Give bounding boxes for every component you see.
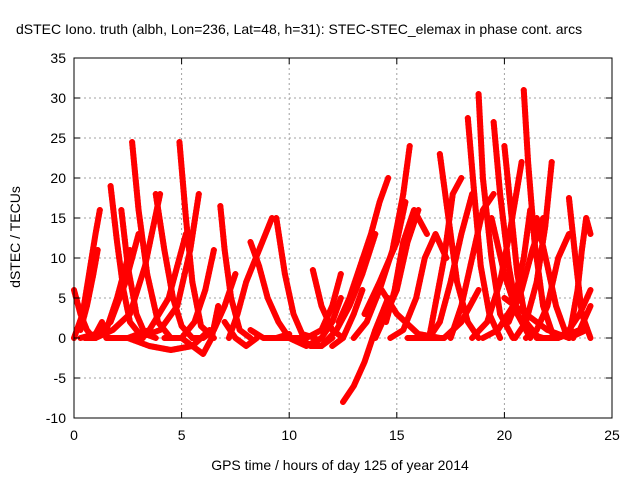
series-arc-6	[107, 183, 146, 341]
series-trace	[273, 215, 319, 341]
series-arc-45	[426, 191, 476, 341]
data-point-markers	[307, 295, 344, 349]
tick-labels: 0 5 10 15 20 25 -10 -5 0 5 10 15 20 25 30 35	[46, 50, 620, 443]
data-point-markers	[372, 207, 422, 341]
series-arc-49	[520, 87, 557, 341]
data-point-markers	[533, 303, 594, 341]
x-tick-label: 5	[178, 427, 186, 443]
y-tick-label: -5	[54, 370, 67, 386]
x-tick-label: 0	[70, 427, 78, 443]
x-tick-label: 15	[389, 427, 405, 443]
series-arc-27	[286, 271, 344, 341]
data-point-markers	[318, 231, 379, 349]
data-point-markers	[135, 191, 202, 341]
data-point-markers	[71, 207, 103, 341]
x-tick-label: 25	[604, 427, 620, 443]
data-point-markers	[161, 247, 217, 341]
series-arc-34	[361, 199, 409, 317]
data-point-markers	[361, 199, 409, 317]
plot-frame	[73, 57, 613, 419]
data-point-markers	[273, 215, 319, 341]
data-point-markers	[469, 159, 525, 341]
series-arc-10	[103, 231, 189, 341]
data-point-markers	[520, 87, 557, 341]
x-tick-label: 20	[497, 427, 513, 443]
series-arc-16	[161, 247, 217, 341]
data-point-markers	[426, 191, 476, 341]
y-tick-label: 10	[50, 250, 66, 266]
data-series	[71, 87, 594, 405]
series-arc-22	[247, 239, 293, 341]
data-point-markers	[247, 239, 293, 341]
axis-ticks	[73, 57, 613, 419]
y-tick-label: 35	[50, 50, 66, 66]
series-arc-50	[469, 159, 525, 341]
y-axis-title: dSTEC / TECUs	[7, 186, 23, 288]
series-arc-58	[565, 215, 594, 341]
series-arc-60	[533, 303, 594, 341]
data-point-markers	[329, 287, 366, 349]
data-point-markers	[533, 215, 577, 341]
series-arc-20	[225, 215, 275, 341]
series-arc-31	[318, 231, 379, 349]
series-arc-30	[335, 175, 392, 325]
series-arc-28	[307, 295, 344, 349]
y-tick-label: 0	[58, 330, 66, 346]
y-tick-label: -10	[46, 410, 66, 426]
data-point-markers	[107, 183, 146, 341]
x-axis-title: GPS time / hours of day 125 of year 2014	[211, 457, 469, 473]
y-tick-label: 15	[50, 210, 66, 226]
x-tick-label: 10	[281, 427, 297, 443]
y-tick-label: 25	[50, 130, 66, 146]
chart-title: dSTEC Iono. truth (albh, Lon=236, Lat=48…	[16, 21, 582, 37]
series-arc-3	[77, 247, 101, 333]
series-arc-37	[387, 231, 450, 341]
series-arc-14	[135, 191, 202, 341]
series-arc-44	[447, 191, 497, 341]
y-tick-label: 20	[50, 170, 66, 186]
series-arc-36	[372, 207, 422, 341]
data-point-markers	[286, 271, 344, 341]
data-point-markers	[77, 247, 101, 333]
series-arc-29	[329, 287, 366, 349]
data-point-markers	[387, 231, 450, 341]
data-point-markers	[447, 191, 497, 341]
y-tick-label: 5	[58, 290, 66, 306]
series-arc-2	[71, 207, 103, 341]
y-tick-label: 30	[50, 90, 66, 106]
